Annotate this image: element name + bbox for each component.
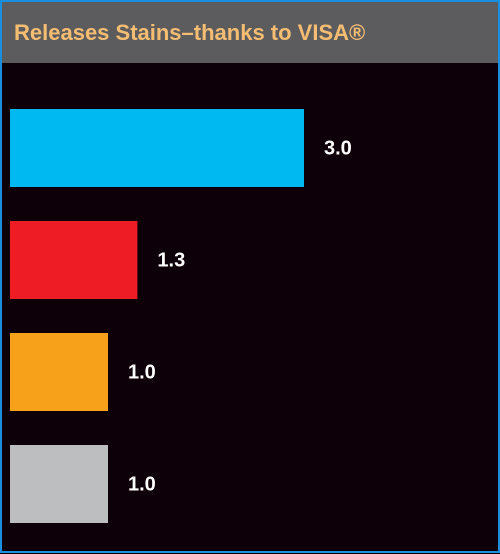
value-label: 1.3 [157,249,185,271]
bar [10,333,108,411]
value-label: 3.0 [324,137,352,159]
bar [10,221,138,299]
value-label: 1.0 [128,361,156,383]
bar [10,109,304,187]
header [1,1,499,63]
value-label: 1.0 [128,473,156,495]
chart-title: Releases Stains–thanks to VISA® [14,20,365,45]
bar [10,445,108,523]
